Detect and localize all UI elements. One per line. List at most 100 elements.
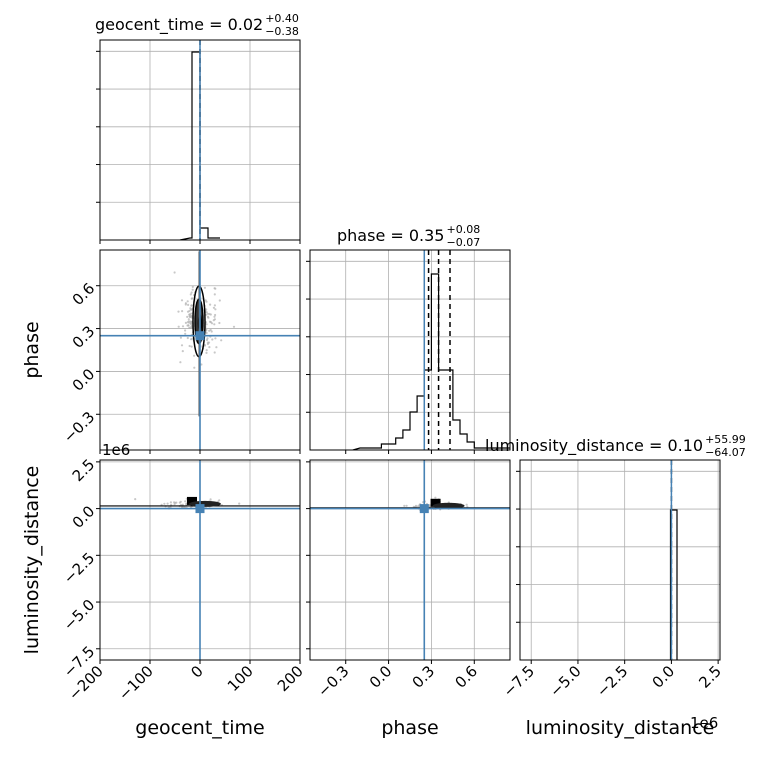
panel-geocent_time-vs-luminosity_distance-density-core [187,496,197,505]
xtick-label-phase-0: −0.3 [314,662,352,700]
xtick-label-luminosity_distance-2: −2.5 [593,662,631,700]
grid-layer [99,40,720,660]
panel-luminosity_distance-histogram [669,509,678,660]
panel-geocent_time-vs-phase-sample-point [181,350,184,353]
panel-phase-frame [309,249,511,451]
panel-geocent_time-vs-phase-sample-point [193,366,196,369]
panel-geocent_time-vs-phase-sample-point [206,342,209,346]
panel-geocent_time-vs-luminosity_distance-sample-point [184,500,187,503]
panel-geocent_time-vs-luminosity_distance-sample-point [238,502,241,505]
panel-geocent_time-vs-phase-sample-point [208,346,211,349]
panel-geocent_time-vs-phase-truth-marker [195,331,205,341]
panel-geocent_time-vs-phase-sample-point [180,299,184,302]
panel-geocent_time-vs-phase-sample-point [203,286,206,289]
panel-geocent_time-vs-phase-sample-point [179,361,182,364]
xtick-label-luminosity_distance-0: −7.5 [500,662,538,700]
panel-phase-vs-luminosity_distance-frame [309,459,511,661]
panel-geocent_time-vs-luminosity_distance-frame [99,459,301,661]
panel-geocent_time-vs-luminosity_distance-sample-point [218,499,221,502]
panel-geocent_time-vs-phase-sample-point [205,349,208,352]
xtick-label-geocent_time-3: 100 [224,662,257,695]
panel-geocent_time-vs-phase-sample-point [214,308,217,311]
panel-geocent_time-vs-phase-sample-point [218,321,221,325]
panel-geocent_time-vs-phase-sample-point [188,309,191,313]
ytick-label-luminosity_distance-1: −5.0 [60,596,98,634]
xtick-label-geocent_time-2: 0 [187,662,206,681]
panel-geocent_time-vs-phase-sample-point [187,324,190,327]
panel-geocent_time-vs-phase-sample-point [206,315,209,318]
yaxis-label-luminosity_distance: luminosity_distance [21,466,43,655]
xtick-label-phase-3: 0.6 [452,662,482,692]
panel-geocent_time-vs-phase-sample-point [212,306,215,309]
panel-geocent_time-vs-phase-sample-point [184,332,187,335]
panel-geocent_time-vs-luminosity_distance-density-spread [189,500,221,507]
panel-title-geocent_time: geocent_time = 0.02 [95,15,263,35]
panel-geocent_time-vs-luminosity_distance-sample-point [163,502,166,505]
panel-geocent_time-vs-phase-sample-point [213,351,216,354]
panel-geocent_time-vs-phase-sample-point [186,315,189,318]
panel-geocent_time-vs-phase-sample-point [190,304,193,307]
panel-geocent_time-vs-phase-sample-point [190,291,193,294]
ytick-label-luminosity_distance-3: 0.0 [69,502,99,532]
panel-geocent_time-vs-phase-sample-point [186,321,189,324]
xtick-label-phase-2: 0.3 [409,662,439,692]
panel-geocent_time-vs-luminosity_distance-sample-point [183,506,186,509]
panel-geocent_time-vs-phase-sample-point [206,312,209,315]
panel-geocent_time-vs-luminosity_distance-sample-point [209,498,212,501]
panel-phase-vs-luminosity_distance-sample-point [416,505,420,508]
xtick-label-phase-1: 0.0 [366,662,396,692]
panel-geocent_time-frame [99,39,301,241]
xtick-label-geocent_time-1: −100 [115,662,157,704]
panel-geocent_time-vs-phase-sample-point [213,315,216,318]
panel-geocent_time-vs-phase-sample-point [189,326,192,329]
panel-title-lower-luminosity_distance: −64.07 [705,446,746,459]
panel-geocent_time-vs-phase-sample-point [190,320,193,324]
panel-geocent_time-vs-phase-sample-point [180,344,184,347]
ytick-label-phase-3: 0.6 [69,279,99,309]
panel-geocent_time-vs-phase-sample-point [205,300,208,303]
panel-title-upper-geocent_time: +0.40 [265,12,299,25]
panel-geocent_time-vs-phase-sample-point [191,285,194,288]
panel-luminosity_distance-frame [519,459,721,661]
panel-geocent_time-vs-luminosity_distance-sample-point [166,502,169,505]
panel-geocent_time-vs-phase-sample-point [179,336,182,339]
panel-title-phase: phase = 0.35 [337,226,444,245]
panel-geocent_time-vs-phase-sample-point [213,323,216,326]
panel-geocent_time-vs-phase-sample-point [214,313,217,317]
ytick-label-luminosity_distance-2: −2.5 [60,549,98,587]
panel-geocent_time-vs-phase-sample-point [215,346,218,349]
panel-geocent_time-vs-phase-sample-point [205,351,208,354]
panel-geocent_time-vs-phase-sample-point [173,271,176,274]
panel-geocent_time-vs-phase-sample-point [191,297,194,300]
panel-geocent_time-vs-phase-sample-point [186,336,189,340]
panel-geocent_time-vs-phase-data [100,250,300,450]
panel-geocent_time-vs-phase-sample-point [209,328,212,331]
panel-geocent_time-vs-luminosity_distance-sample-point [181,503,184,506]
panel-geocent_time-vs-phase-sample-point [218,299,221,302]
data-layer [100,40,678,660]
xaxis-label-luminosity_distance: luminosity_distance [526,717,715,739]
ytick-label-phase-1: 0.0 [69,365,99,395]
panel-geocent_time-vs-phase-sample-point [191,288,194,291]
panel-geocent_time-vs-phase-sample-point [209,321,212,324]
xtick-label-luminosity_distance-4: 2.5 [695,662,725,692]
text-layer: geocent_time = 0.02 +0.40−0.38 phase = 0.3… [21,12,746,739]
panel-geocent_time-vs-phase-sample-point [186,300,189,303]
ytick-label-luminosity_distance-4: 2.5 [69,456,99,486]
xtick-label-geocent_time-4: 200 [274,662,307,695]
panel-phase-vs-luminosity_distance-sample-point [434,496,437,499]
panel-geocent_time-vs-phase-sample-point [220,339,223,342]
frame-layer [96,39,721,664]
panel-geocent_time-vs-luminosity_distance-sample-point [134,498,137,501]
panel-geocent_time-vs-phase-sample-point [177,310,180,313]
panel-geocent_time-vs-luminosity_distance-sample-point [173,503,176,506]
panel-geocent_time-vs-luminosity_distance-truth-marker [195,504,205,514]
panel-geocent_time-vs-luminosity_distance-sample-point [169,501,172,504]
panel-geocent_time-vs-phase-sample-point [211,338,214,341]
panel-phase-vs-luminosity_distance-data [310,460,510,660]
panel-geocent_time-vs-luminosity_distance-sample-point [179,500,182,503]
panel-title-luminosity_distance: luminosity_distance = 0.10 [485,436,703,456]
panel-geocent_time-vs-phase-sample-point [181,325,185,328]
panel-title-lower-phase: −0.07 [446,236,480,249]
panel-geocent_time-vs-phase-sample-point [203,344,206,347]
